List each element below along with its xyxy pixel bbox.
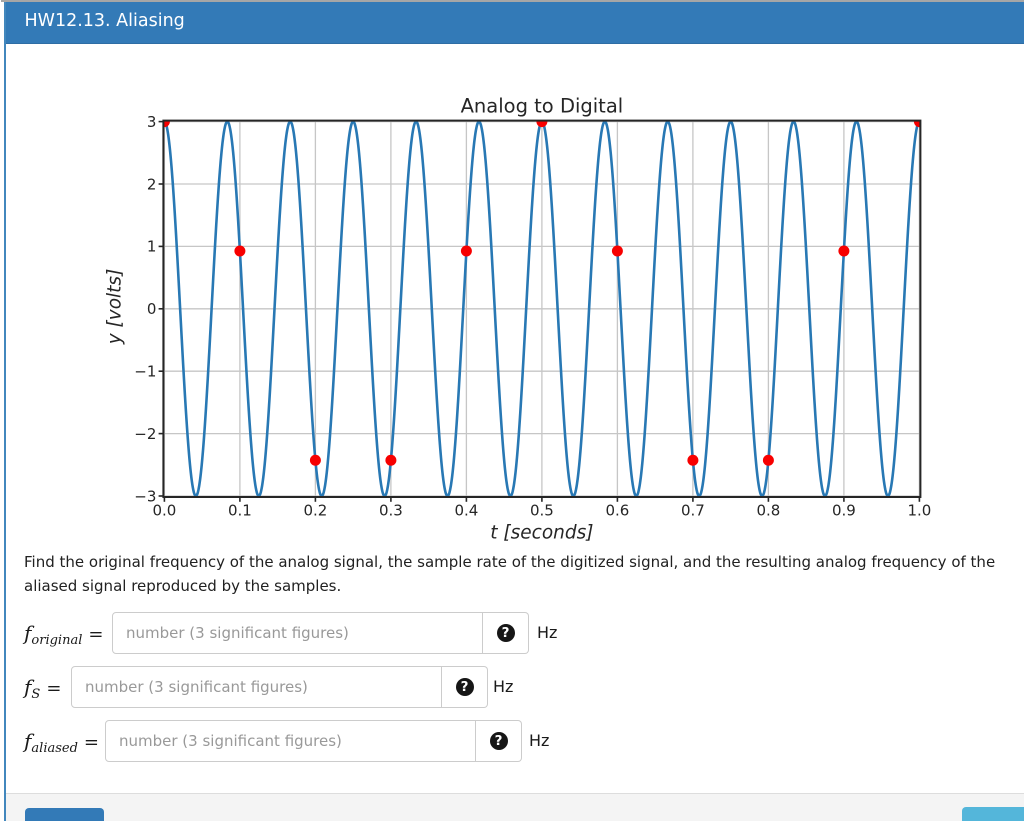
f-aliased-unit: Hz xyxy=(529,731,550,750)
f-original-unit: Hz xyxy=(537,623,558,642)
f-aliased-help-button[interactable]: ? xyxy=(476,720,522,762)
svg-text:0.8: 0.8 xyxy=(756,501,780,519)
svg-text:2: 2 xyxy=(147,175,157,193)
plot-ticks xyxy=(158,120,921,502)
f-original-input[interactable] xyxy=(112,612,483,654)
svg-text:0.5: 0.5 xyxy=(530,501,554,519)
f-aliased-label: faliased = xyxy=(24,729,100,756)
svg-text:0.2: 0.2 xyxy=(303,501,327,519)
question-circle-icon: ? xyxy=(489,732,508,750)
svg-text:−3: −3 xyxy=(134,487,156,505)
f-aliased-input[interactable] xyxy=(105,720,476,762)
svg-text:0: 0 xyxy=(147,300,157,318)
footer-bar xyxy=(5,793,1024,821)
aliasing-plot: 0.0 0.1 0.2 0.3 0.4 0.5 0.6 0.7 0.8 0.9 1.0 −3 −2 −1… xyxy=(105,95,932,544)
plot-frame xyxy=(162,119,922,498)
y-tick-labels: −3 −2 −1 0 1 2 3 xyxy=(134,113,156,505)
f-s-input[interactable] xyxy=(71,666,442,708)
f-s-unit: Hz xyxy=(493,677,514,696)
page-top-border xyxy=(1,0,1024,2)
plot-xlabel: t [seconds] xyxy=(490,523,593,544)
f-s-input-group: ? xyxy=(71,666,488,708)
svg-text:−2: −2 xyxy=(134,425,156,443)
f-original-label: foriginal = xyxy=(24,621,104,648)
activity-title-bar: HW12.13. Aliasing xyxy=(5,2,1024,44)
next-button[interactable] xyxy=(962,807,1024,821)
plot-title: Analog to Digital xyxy=(461,95,624,118)
page-left-border xyxy=(4,2,6,821)
svg-text:0.9: 0.9 xyxy=(832,501,856,519)
f-aliased-input-group: ? xyxy=(105,720,522,762)
answer-row-f-original: foriginal= ? Hz xyxy=(0,612,1024,654)
problem-prompt: Find the original frequency of the analo… xyxy=(24,552,996,596)
svg-text:0.4: 0.4 xyxy=(454,501,478,519)
sample-points xyxy=(163,120,921,466)
question-circle-icon: ? xyxy=(496,624,515,642)
answer-row-f-s: fS= ? Hz xyxy=(0,666,1024,708)
plot-gridlines xyxy=(163,120,921,497)
plot-ylabel: y [volts] xyxy=(105,269,126,346)
svg-text:0.7: 0.7 xyxy=(681,501,705,519)
f-s-help-button[interactable]: ? xyxy=(442,666,488,708)
svg-text:1: 1 xyxy=(147,238,157,256)
svg-text:0.3: 0.3 xyxy=(379,501,403,519)
svg-text:0.1: 0.1 xyxy=(228,501,252,519)
x-tick-labels: 0.0 0.1 0.2 0.3 0.4 0.5 0.6 0.7 0.8 0.9 1.0 xyxy=(152,501,931,519)
f-original-help-button[interactable]: ? xyxy=(483,612,529,654)
f-s-label: fS = xyxy=(24,675,62,702)
answer-row-f-aliased: faliased= ? Hz xyxy=(0,720,1024,762)
activity-title: HW12.13. Aliasing xyxy=(24,11,185,31)
svg-text:1.0: 1.0 xyxy=(907,501,931,519)
svg-text:0.6: 0.6 xyxy=(605,501,629,519)
f-original-input-group: ? xyxy=(112,612,529,654)
svg-text:−1: −1 xyxy=(134,363,156,381)
check-button[interactable] xyxy=(25,808,104,821)
svg-text:0.0: 0.0 xyxy=(152,501,176,519)
question-circle-icon: ? xyxy=(455,678,474,696)
svg-text:3: 3 xyxy=(147,113,157,131)
